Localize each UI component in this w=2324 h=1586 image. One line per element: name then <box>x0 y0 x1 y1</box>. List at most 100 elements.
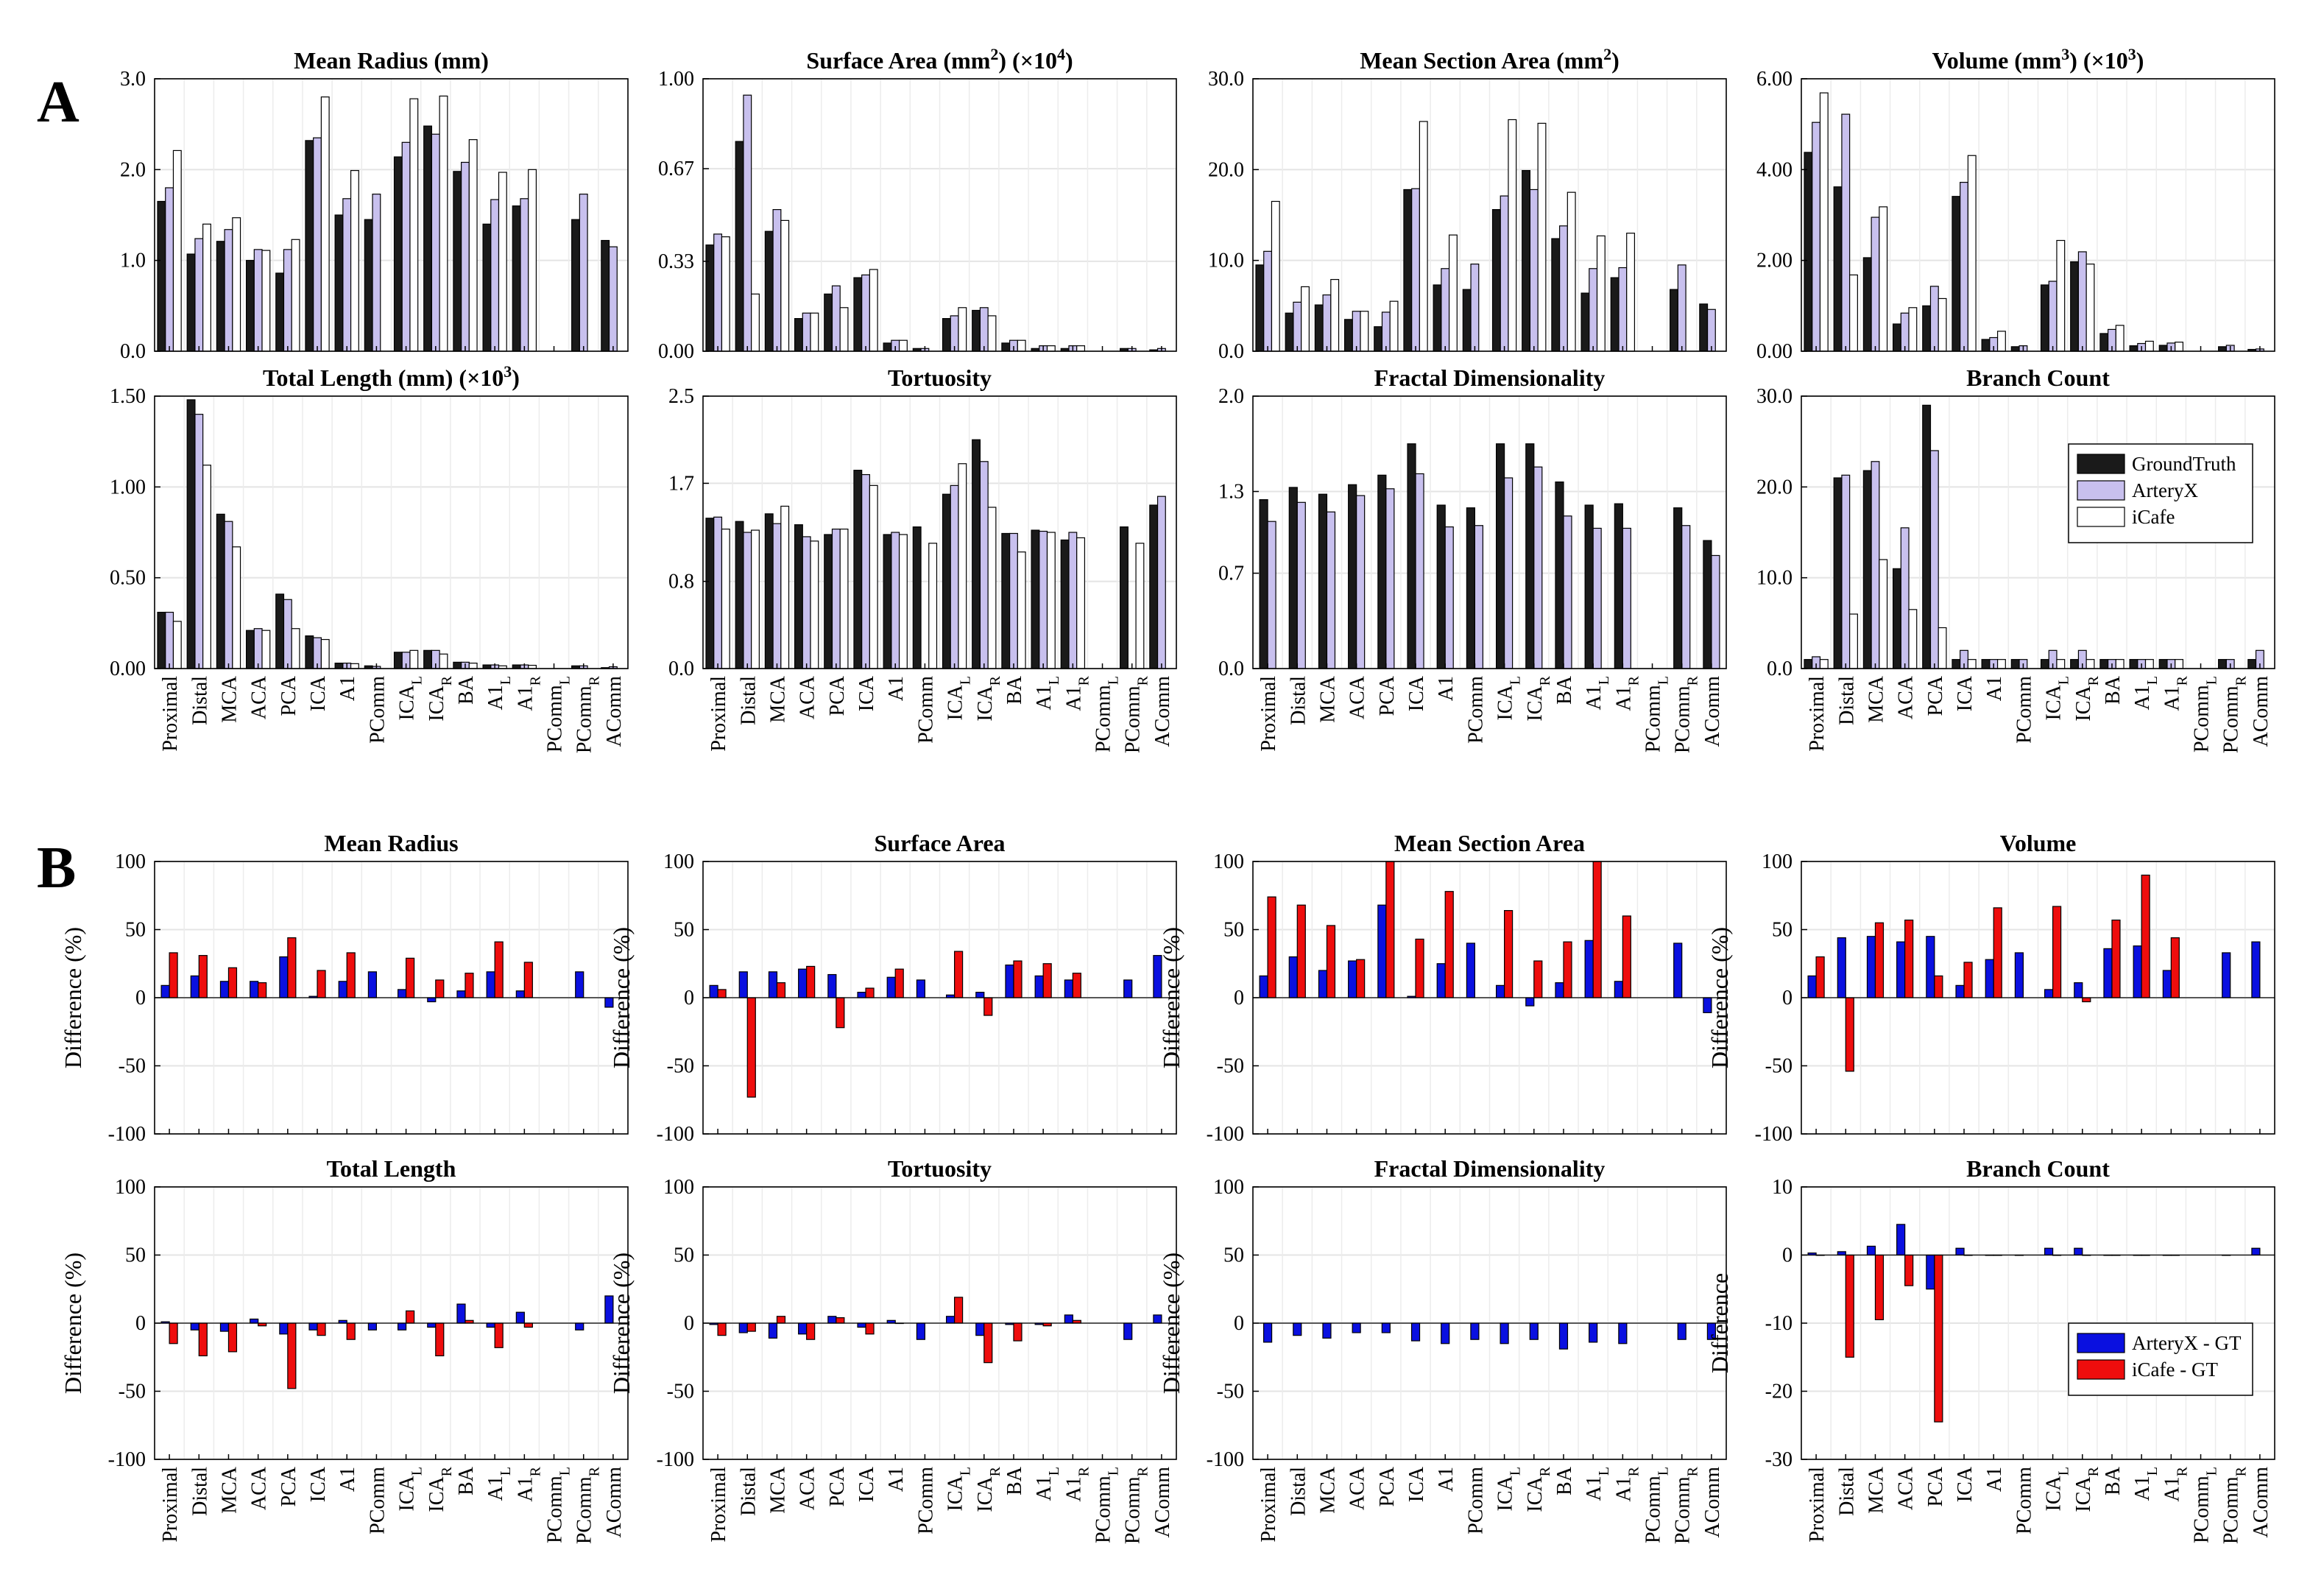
x-tick-label-ica: ICA <box>1405 1466 1428 1502</box>
bar-groundtruth-distal <box>735 521 744 669</box>
bar-icafe-gt-distal <box>1845 997 1854 1072</box>
bar-arteryx-gt-pca <box>1926 936 1935 998</box>
bar-icafe-gt-distal <box>198 955 208 998</box>
bar-arteryx-gt-acomm <box>2251 1247 2261 1256</box>
bar-arteryx-distal <box>194 238 204 352</box>
y-tick-label: 50 <box>1223 1244 1244 1267</box>
y-tick-label: 10.0 <box>1756 567 1793 590</box>
bar-groundtruth-aca <box>245 630 255 669</box>
bar-arteryx-proximal <box>1263 250 1273 352</box>
bar-arteryx-gt-ica_r <box>1529 1322 1539 1340</box>
bar-icafe-gt-a1 <box>346 952 356 998</box>
bar-groundtruth-ica <box>1403 188 1413 352</box>
bar-arteryx-mca <box>772 523 782 669</box>
bar-arteryx-gt-pca <box>279 956 289 998</box>
bar-icafe-distal <box>1849 274 1858 352</box>
bar-arteryx-a1_l <box>1592 527 1602 669</box>
x-tick-label-distal: Distal <box>188 676 211 725</box>
bar-arteryx-gt-aca <box>798 1322 808 1335</box>
plot-frame <box>1801 395 2275 669</box>
bar-arteryx-aca <box>1352 311 1361 352</box>
bar-icafe-gt-proximal <box>717 989 727 998</box>
bar-icafe-gt-ica <box>1963 962 1973 998</box>
bar-icafe-gt-ica <box>865 1322 875 1335</box>
bar-groundtruth-a1_r <box>1614 503 1623 669</box>
bar-arteryx-gt-a1 <box>338 981 347 998</box>
y-tick-label: 100 <box>1213 1176 1244 1199</box>
bar-arteryx-gt-distal <box>1293 1322 1302 1336</box>
bar-arteryx-pcomm <box>372 194 381 352</box>
plot-frame <box>1801 78 2275 352</box>
bar-arteryx-aca <box>1900 527 1910 669</box>
bar-arteryx-a1 <box>1444 526 1454 669</box>
bar-groundtruth-a1_r <box>1610 277 1620 352</box>
chart-10: -100 -50 0 50 100 Surface Area Difference (%) <box>608 830 1177 1146</box>
chart-title: Mean Radius (mm) <box>294 47 489 74</box>
y-tick-label: 1.0 <box>120 250 146 272</box>
bar-icafe-gt-mca <box>227 967 238 998</box>
bar-arteryx-a1_r <box>1618 267 1628 352</box>
bar-icafe-gt-a1_l <box>494 1322 504 1348</box>
x-tick-label-aca: ACA <box>797 1466 819 1510</box>
bar-icafe-distal <box>751 293 760 352</box>
x-tick-label-ba: BA <box>1553 1466 1576 1495</box>
y-tick-label: 1.7 <box>668 472 694 495</box>
bar-arteryx-gt-proximal <box>1807 975 1817 998</box>
bar-icafe-mca <box>1330 278 1340 352</box>
chart-title: Mean Section Area (mm2) <box>1360 45 1620 74</box>
x-tick-label-pcomm: PComm <box>1464 676 1487 744</box>
bar-groundtruth-proximal <box>1804 659 1813 669</box>
bar-arteryx-pcomm_r <box>1681 525 1691 669</box>
chart-title: Tortuosity <box>888 364 992 391</box>
bar-icafe-gt-a1_r <box>1622 915 1631 998</box>
x-tick-label-a1: A1 <box>885 1467 908 1492</box>
chart-title: Tortuosity <box>888 1155 992 1182</box>
bar-icafe-gt-a1_l <box>494 941 504 998</box>
bar-arteryx-gt-aca <box>1348 960 1357 998</box>
bar-arteryx-gt-pcomm <box>1466 942 1476 998</box>
bar-arteryx-gt-a1_l <box>486 1322 495 1328</box>
x-tick-label-pcomm: PComm <box>2013 676 2035 744</box>
x-tick-label-aca: ACA <box>248 675 271 719</box>
bar-icafe-gt-pca <box>287 937 297 998</box>
x-tick-label-a1_r: A1R <box>1612 675 1642 711</box>
bar-icafe-proximal <box>172 621 182 669</box>
y-tick-label: 0.33 <box>658 250 694 273</box>
x-tick-label-distal: Distal <box>1835 1467 1858 1516</box>
y-tick-label: 0.0 <box>120 340 146 363</box>
y-tick-label: 100 <box>663 850 694 873</box>
x-tick-label-a1: A1 <box>1983 676 2006 701</box>
bar-arteryx-gt-acomm <box>2251 941 2261 998</box>
bar-groundtruth-a1 <box>1433 284 1442 352</box>
bar-icafe-ica_l <box>958 307 967 352</box>
y-tick-label: 2.0 <box>1218 385 1244 408</box>
bar-icafe-a1_r <box>2175 342 2184 352</box>
bar-arteryx-mca <box>1322 294 1332 352</box>
x-tick-label-a1: A1 <box>336 1467 359 1492</box>
x-tick-label-ica_r: ICAR <box>1524 675 1553 721</box>
bar-icafe-gt-a1_l <box>2141 874 2150 998</box>
bar-icafe-gt-ba <box>1013 960 1023 998</box>
x-tick-label-proximal: Proximal <box>707 676 730 752</box>
bar-icafe-gt-distal <box>1296 904 1306 998</box>
bar-arteryx-gt-mca <box>1866 1245 1876 1256</box>
bar-groundtruth-acomm <box>601 239 610 352</box>
bar-icafe-gt-a1_r <box>2170 937 2180 998</box>
y-tick-label: 30.0 <box>1208 68 1244 91</box>
bar-arteryx-gt-ica_r <box>975 991 985 998</box>
bar-icafe-gt-a1 <box>346 1322 356 1340</box>
legend-swatch <box>2077 1333 2125 1353</box>
plot-frame <box>154 395 629 669</box>
bar-arteryx-gt-ica_r <box>975 1322 985 1336</box>
bar-icafe-ica_l <box>958 463 967 669</box>
bar-arteryx-gt-proximal <box>1262 1322 1273 1343</box>
x-tick-label-pcomm_l: PCommL <box>544 676 573 753</box>
x-tick-label-a1_r: A1R <box>514 675 543 711</box>
bar-arteryx-gt-distal <box>738 971 748 998</box>
chart-9: -100 -50 0 50 100 Mean Radius Difference (%) <box>60 830 629 1146</box>
bar-arteryx-gt-ica_l <box>397 989 407 998</box>
bar-arteryx-gt-pcomm <box>916 1322 926 1340</box>
bar-arteryx-a1 <box>1441 268 1450 352</box>
bar-icafe-gt-aca <box>258 982 267 998</box>
x-tick-label-distal: Distal <box>737 676 760 725</box>
